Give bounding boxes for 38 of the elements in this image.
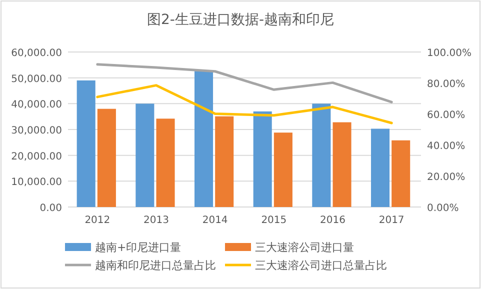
y-tick-label: 50,000.00 — [11, 74, 62, 85]
legend-label: 三大速溶公司进口量 — [255, 241, 354, 254]
y-tick-label: 0.00 — [40, 203, 62, 214]
y2-tick-label: 60.00% — [427, 110, 466, 121]
y2-tick-label: 20.00% — [427, 172, 466, 183]
bar — [194, 71, 214, 207]
x-tick-label: 2014 — [202, 215, 228, 226]
bar — [332, 122, 352, 207]
bar — [215, 116, 234, 207]
legend-label: 越南+印尼进口量 — [95, 241, 182, 254]
y2-tick-label: 40.00% — [427, 141, 466, 152]
y-tick-label: 60,000.00 — [11, 48, 62, 59]
line-series — [96, 84, 393, 124]
bar — [156, 118, 175, 207]
legend-label: 三大速溶公司进口总量占比 — [255, 259, 387, 272]
y-tick-label: 30,000.00 — [11, 126, 62, 136]
y2-tick-label: 80.00% — [427, 79, 466, 90]
x-tick-label: 2012 — [84, 215, 110, 226]
y-tick-label: 40,000.00 — [11, 100, 62, 111]
y-tick-label: 10,000.00 — [11, 177, 62, 188]
bar — [97, 108, 116, 207]
chart-title: 图2-生豆进口数据-越南和印尼 — [146, 12, 334, 28]
bar — [274, 132, 292, 207]
x-tick-label: 2013 — [144, 215, 169, 226]
x-tick-label: 2015 — [261, 215, 287, 226]
bar — [312, 104, 331, 207]
x-tick-label: 2016 — [320, 215, 346, 226]
bar — [370, 128, 390, 207]
y2-tick-label: 0.00% — [427, 203, 459, 214]
legend-label: 越南和印尼进口总量占比 — [95, 259, 216, 272]
y-tick-label: 20,000.00 — [11, 151, 62, 162]
line-series — [96, 63, 393, 104]
bar — [76, 80, 96, 207]
bar — [136, 104, 154, 207]
bar — [392, 140, 410, 207]
x-tick-label: 2017 — [378, 215, 404, 226]
bar — [253, 111, 272, 207]
y2-tick-label: 100.00% — [427, 48, 472, 59]
